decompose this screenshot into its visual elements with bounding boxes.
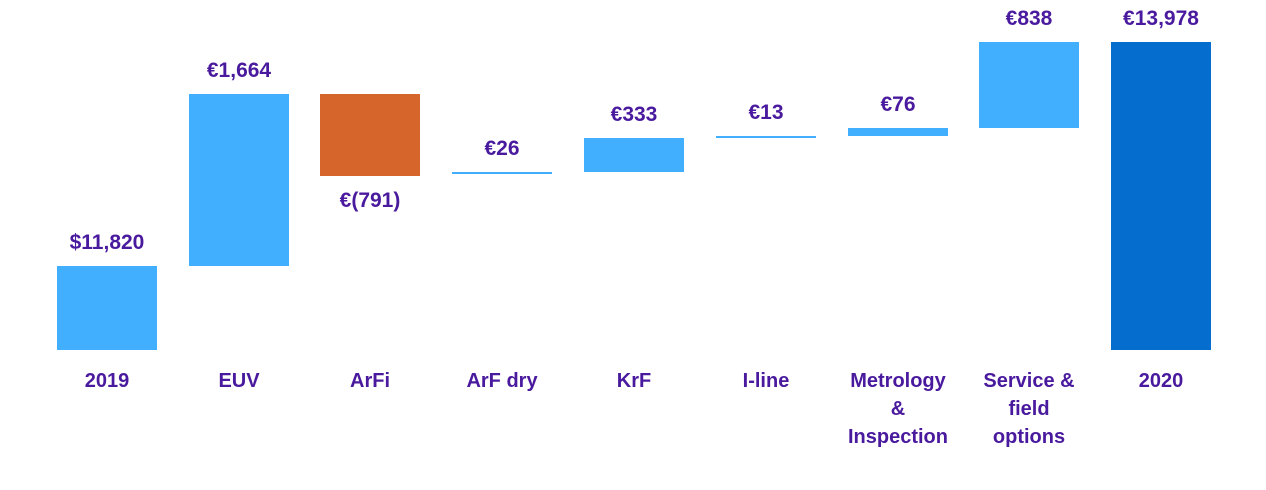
value-label-2020: €13,978 [1123, 7, 1199, 30]
category-label-i-line: I-line [742, 370, 790, 392]
value-label-euv: €1,664 [206, 59, 272, 82]
category-label-2019: 2019 [84, 370, 130, 392]
category-label-2020: 2020 [1138, 370, 1184, 392]
value-label-service-field-options: €838 [1005, 7, 1053, 30]
category-label-krf: KrF [616, 370, 652, 392]
category-label-metrology-inspection: Metrology & Inspection [847, 370, 948, 448]
bar-service-field-options [979, 42, 1079, 128]
value-label-arf-dry: €26 [484, 137, 520, 160]
category-label-arfi: ArFi [350, 370, 390, 392]
value-label-2019: $11,820 [69, 231, 145, 254]
value-label-arfi: €(791) [339, 189, 401, 212]
bar-metrology-inspection [848, 128, 948, 136]
value-label-metrology-inspection: €76 [880, 93, 916, 116]
bar-arf-dry [452, 172, 552, 174]
category-label-euv: EUV [218, 370, 260, 392]
bar-euv [189, 94, 289, 266]
bar-2019 [57, 266, 157, 350]
category-label-arf-dry: ArF dry [466, 370, 538, 392]
bar-2020 [1111, 42, 1211, 350]
category-label-service-field-options: Service & field options [983, 370, 1075, 448]
bar-krf [584, 138, 684, 172]
bar-i-line [716, 136, 816, 138]
bar-arfi [320, 94, 420, 176]
value-label-i-line: €13 [748, 101, 784, 124]
value-label-krf: €333 [610, 103, 658, 126]
